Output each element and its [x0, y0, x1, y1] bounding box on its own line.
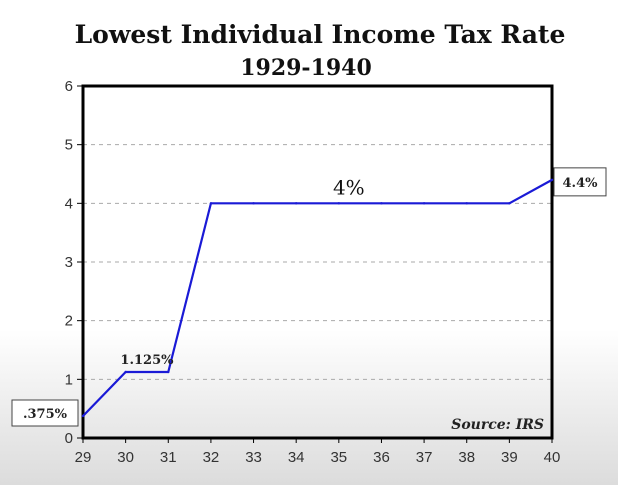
x-tick-label: 34	[288, 449, 305, 466]
data-point	[465, 202, 468, 205]
annotation-label: 4.4%	[553, 167, 607, 197]
data-point	[252, 202, 255, 205]
series-layer	[81, 178, 554, 418]
x-tick-label: 37	[416, 449, 433, 466]
source-note: Source: IRS	[451, 417, 544, 433]
data-point	[380, 202, 383, 205]
y-tick-label: 3	[65, 254, 73, 271]
chart-title: Lowest Individual Income Tax Rate	[75, 20, 566, 49]
x-tick-label: 30	[117, 449, 134, 466]
y-tick-label: 2	[65, 313, 73, 330]
data-point	[81, 414, 85, 418]
x-tick-label: 29	[75, 449, 92, 466]
y-tick-label: 4	[65, 195, 73, 212]
y-tick-label: 6	[65, 78, 73, 95]
data-point	[508, 202, 511, 205]
annotation-text: 4%	[333, 175, 365, 199]
annotation-text: 1.125%	[120, 353, 174, 368]
data-point	[422, 202, 426, 205]
y-tick-label: 0	[65, 430, 73, 447]
y-tick-label: 5	[65, 137, 73, 154]
data-point	[124, 370, 127, 374]
chart-subtitle: 1929-1940	[240, 55, 372, 81]
data-point	[550, 178, 554, 182]
x-tick-label: 35	[330, 449, 347, 466]
data-point	[294, 202, 298, 205]
annotation-label: .375%	[11, 399, 79, 427]
series-line	[82, 178, 553, 417]
annotations: .375% 1.125% 4% 4.4% Source: IRS	[11, 167, 607, 433]
data-point	[167, 370, 170, 374]
grid	[83, 144, 552, 380]
annotation-text: .375%	[23, 407, 68, 422]
x-tick-label: 40	[544, 449, 561, 466]
data-point	[209, 202, 213, 205]
x-tick-label: 36	[373, 449, 390, 466]
annotation-text: 4.4%	[563, 176, 599, 191]
x-tick-label: 33	[245, 449, 262, 466]
y-tick-label: 1	[65, 371, 73, 388]
x-tick-label: 38	[458, 449, 475, 466]
x-tick-label: 39	[501, 449, 518, 466]
data-point	[337, 202, 341, 205]
x-tick-label: 31	[160, 449, 177, 466]
annotation-box	[553, 167, 607, 197]
annotation-box	[11, 399, 79, 427]
x-tick-label: 32	[203, 449, 220, 466]
